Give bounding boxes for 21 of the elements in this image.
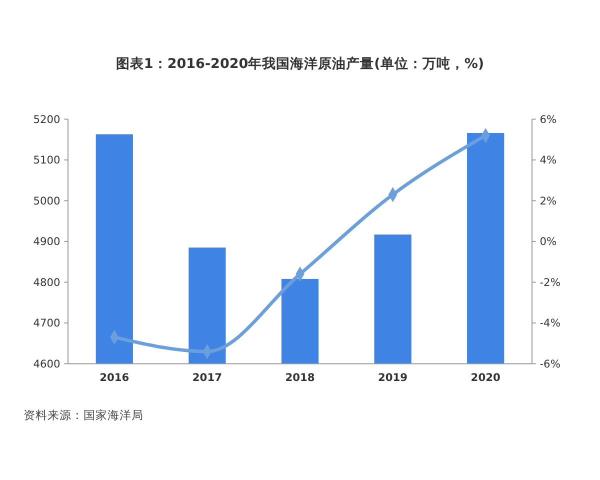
x-tick-label: 2017: [192, 371, 222, 384]
y-tick-label: 5000: [33, 194, 60, 208]
y2-tick-label: 6%: [540, 112, 557, 126]
y-tick-label: 4800: [33, 276, 60, 289]
y-tick-label: 4600: [33, 357, 60, 370]
x-tick-label: 2016: [100, 371, 130, 384]
y-tick-label: 4700: [33, 316, 60, 330]
chart-title: 图表1：2016-2020年我国海洋原油产量(单位：万吨，%): [116, 54, 484, 72]
y-tick-label: 4900: [33, 235, 60, 248]
text: 资料来源：国家海洋局: [24, 408, 144, 422]
y2-tick-label: -6%: [540, 357, 560, 370]
y-tick-label: 5100: [33, 154, 60, 167]
x-tick-label: 2019: [378, 371, 408, 384]
x-tick-label: 2020: [470, 371, 500, 384]
y-tick-label: 5200: [33, 112, 60, 126]
y2-tick-label: -2%: [540, 276, 560, 289]
y2-tick-label: 0%: [540, 235, 557, 248]
y2-tick-label: 4%: [540, 154, 557, 167]
y2-tick-label: 2%: [540, 194, 557, 208]
y2-tick-label: -4%: [540, 316, 560, 330]
x-tick-label: 2018: [285, 371, 315, 384]
